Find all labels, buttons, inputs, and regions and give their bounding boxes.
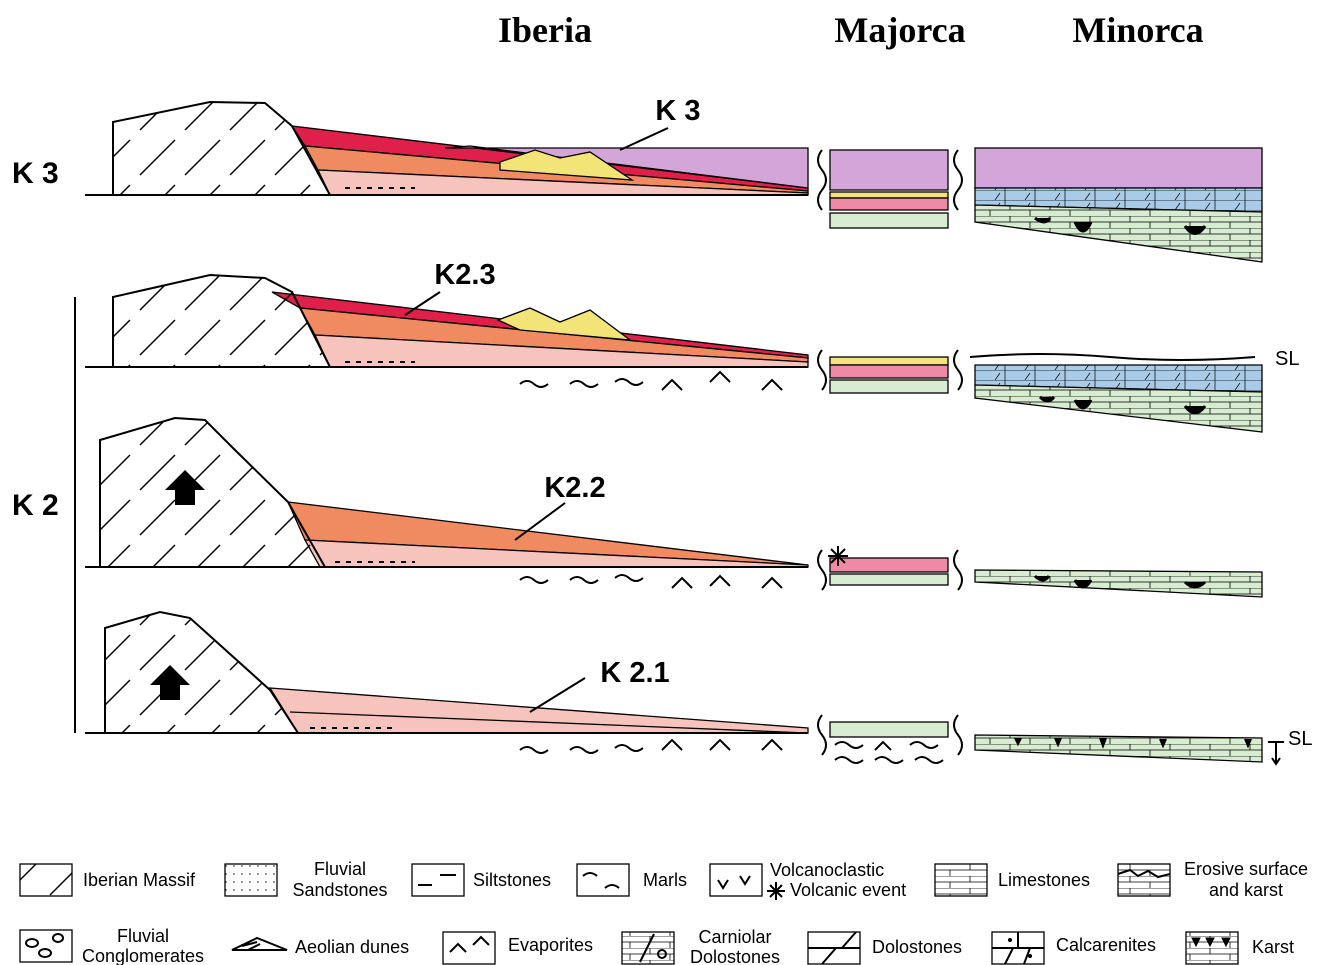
stage-label: K 2 [12,489,59,522]
panel-k2-3: K2.3 SL [85,259,1299,432]
shape-rect [443,932,495,964]
panel-k2-1: K 2.1 SL [85,612,1312,764]
legend-label: Volcanoclastic [770,860,884,880]
legend-label: Dolostones [690,947,780,965]
shape-rect [830,150,948,190]
shape-circle [1028,954,1032,958]
legend-label: Sandstones [292,880,387,900]
shape-polygon [975,570,1262,597]
legend-label: Erosive surface [1184,859,1308,879]
shape-rect [225,864,277,896]
shape-rect [412,864,464,896]
legend-label: Calcarenites [1056,935,1156,955]
shape-rect [1186,932,1238,964]
shape-path [767,882,785,900]
column-header: Iberia [498,10,592,50]
shape-path [520,372,782,390]
shape-path [520,575,782,588]
shape-line [620,128,668,150]
shape-rect [830,357,948,365]
shape-rect [830,380,948,393]
shape-path [520,740,782,753]
shape-rect [830,198,948,210]
shape-path [113,102,330,195]
shape-path [232,938,287,950]
shape-rect [710,864,762,896]
shape-rect [830,722,948,737]
legend-label: and karst [1209,880,1283,900]
annotation: K2.2 [544,472,605,504]
column-header: Majorca [834,10,965,50]
shape-rect [1118,864,1170,896]
shape-rect [830,558,948,572]
shape-polygon [270,688,808,733]
legend-label: Fluvial [314,859,366,879]
shape-rect [975,148,1262,188]
legend-label: Marls [643,870,687,890]
shape-polygon [975,205,1262,262]
legend-label: Iberian Massif [83,870,196,890]
shape-circle [1008,938,1012,942]
legend-label: Dolostones [872,937,962,957]
shape-path [1268,742,1284,764]
legend-label: Limestones [998,870,1090,890]
column-header: Minorca [1072,10,1203,50]
shape-rect [935,864,987,896]
panel-k2-2: K2.2 [85,418,1262,597]
shape-path [100,418,325,567]
legend-label: Karst [1252,937,1294,957]
shape-path [105,612,298,733]
shape-rect [20,864,72,896]
stage-label: K 3 [12,157,59,190]
annotation: K2.3 [434,259,495,291]
legend-label: Aeolian dunes [295,937,409,957]
sea-level-label: SL [1288,728,1312,750]
legend-label: Evaporites [508,935,593,955]
legend-label: Conglomerates [82,946,204,965]
shape-line [530,678,585,712]
shape-rect [830,192,948,198]
shape-rect [577,864,629,896]
figure: Iberia Majorca Minorca K 3 K 2 K 3 K2.3 … [0,0,1325,965]
shape-rect [830,574,948,585]
shape-rect [830,213,948,228]
legend: Iberian Massif Fluvial Sandstones Siltst… [20,859,1308,965]
shape-polygon [975,385,1262,432]
shape-path [970,354,1255,360]
legend-label: Volcanic event [790,880,906,900]
shape-rect [830,365,948,378]
annotation: K 2.1 [600,657,669,689]
sea-level-label: SL [1275,348,1299,370]
shape-path [828,546,848,566]
legend-label: Carniolar [698,927,771,947]
panel-k3: K 3 [85,95,1262,262]
legend-label: Siltstones [473,870,551,890]
shape-path [835,742,943,763]
shape-path [113,275,330,367]
annotation: K 3 [655,95,700,127]
legend-label: Fluvial [117,926,169,946]
